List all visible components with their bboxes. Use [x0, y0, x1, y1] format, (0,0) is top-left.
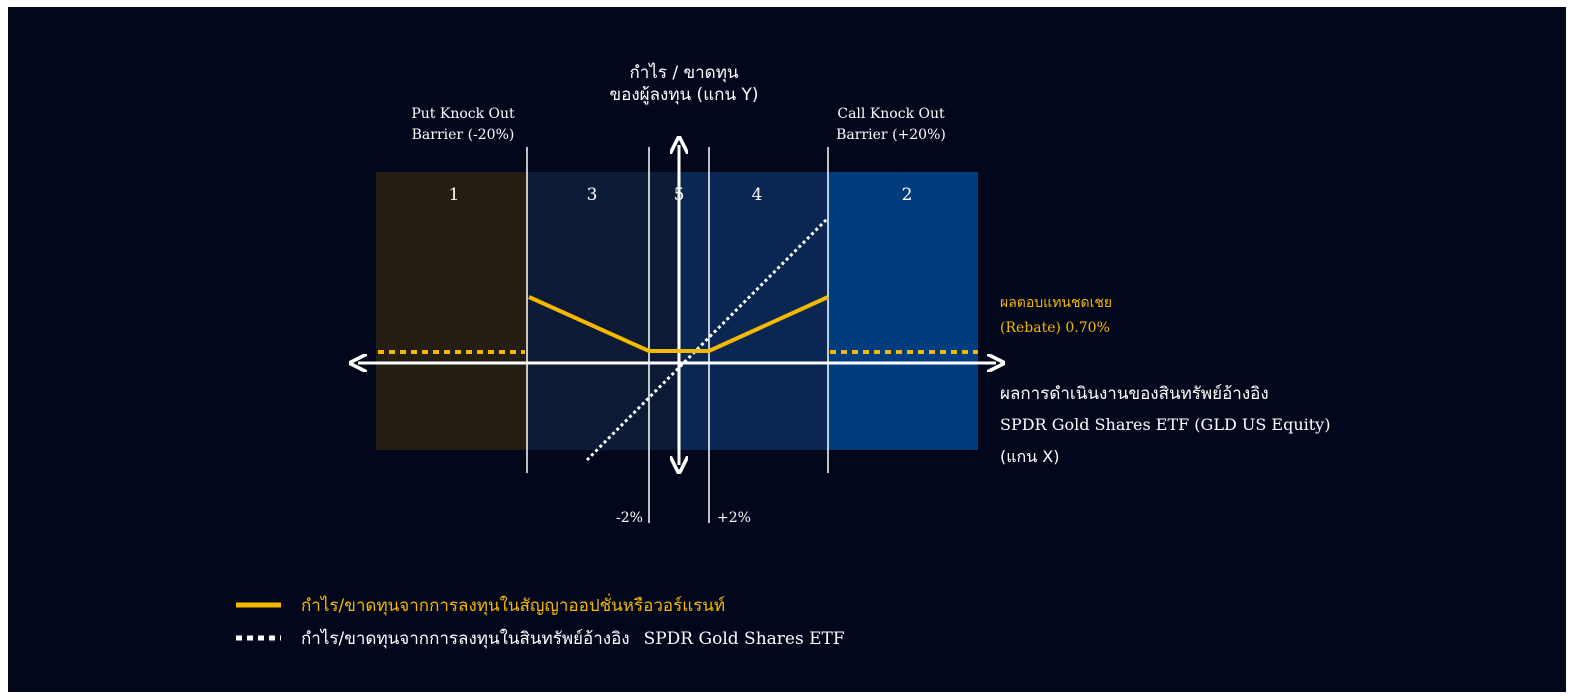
put-barrier-label-line2: Barrier (-20%) — [412, 127, 515, 143]
legend-underlying-label-th: กำไร/ขาดทุนจากการลงทุนในสินทรัพย์อ้างอิง — [301, 628, 630, 649]
legend-option-label: กำไร/ขาดทุนจากการลงทุนในสัญญาออปชั่นหรือ… — [301, 593, 725, 616]
call-barrier-label-line1: Call Knock Out — [837, 106, 945, 122]
zone-2-label: 2 — [902, 185, 913, 205]
y-axis-title-line1: กำไร / ขาดทุน — [629, 62, 738, 83]
payoff-diagram: 1 3 5 4 2 กำไร / ขาดทุน ของผู้ลงทุน (แกน… — [236, 62, 1330, 649]
rebate-label-line2: (Rebate) 0.70% — [1000, 320, 1110, 336]
zone-4-label: 4 — [752, 185, 763, 205]
zone-2-background — [828, 172, 978, 450]
x-axis-title-line2: SPDR Gold Shares ETF (GLD US Equity) — [1000, 415, 1330, 434]
underlying-payoff-line — [585, 216, 830, 462]
diagram-frame: 1 3 5 4 2 กำไร / ขาดทุน ของผู้ลงทุน (แกน… — [8, 7, 1566, 692]
x-axis-title-line3: (แกน X) — [1000, 447, 1059, 466]
rebate-label-line1: ผลตอบแทนชดเชย — [1000, 295, 1112, 311]
zone-1-label: 1 — [449, 185, 460, 205]
zone-3-background — [527, 172, 677, 450]
legend-underlying-label: กำไร/ขาดทุนจากการลงทุนในสินทรัพย์อ้างอิง… — [301, 628, 845, 649]
zone-3-label: 3 — [587, 185, 598, 205]
x-axis-title-line1: ผลการดำเนินงานของสินทรัพย์อ้างอิง — [1000, 384, 1269, 404]
zone-4-background — [677, 172, 828, 450]
put-barrier-label-line1: Put Knock Out — [411, 106, 515, 122]
zone-5-label: 5 — [674, 185, 685, 205]
legend: กำไร/ขาดทุนจากการลงทุนในสัญญาออปชั่นหรือ… — [236, 593, 845, 649]
legend-underlying-label-en: SPDR Gold Shares ETF — [644, 629, 845, 649]
option-payoff-line — [528, 295, 829, 353]
zone-1-background — [376, 172, 527, 450]
call-barrier-label-line2: Barrier (+20%) — [836, 127, 946, 143]
plus-threshold-label: +2% — [717, 510, 751, 526]
y-axis-title-line2: ของผู้ลงทุน (แกน Y) — [610, 85, 759, 105]
minus-threshold-label: -2% — [616, 510, 643, 526]
